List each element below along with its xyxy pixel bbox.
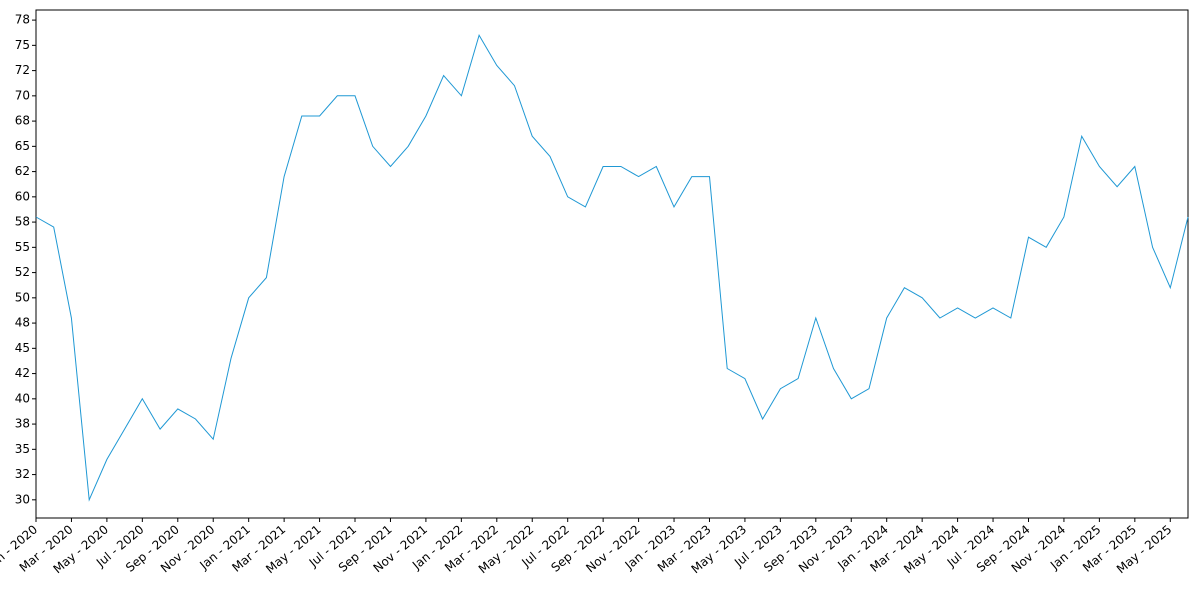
y-tick-label: 38 xyxy=(15,417,30,431)
line xyxy=(35,33,1189,502)
y-tick-label: 60 xyxy=(15,189,30,203)
y-tick-label: 65 xyxy=(15,139,30,153)
y-tick-label: 58 xyxy=(15,215,30,229)
y-tick-label: 72 xyxy=(15,63,30,77)
y-tick-label: 75 xyxy=(15,38,30,52)
y-tick-label: 42 xyxy=(15,366,30,380)
plot-frame xyxy=(35,9,1189,519)
y-tick-label: 48 xyxy=(15,316,30,330)
y-tick-label: 45 xyxy=(15,341,30,355)
y-tick-label: 32 xyxy=(15,467,30,481)
y-tick-label: 55 xyxy=(15,240,30,254)
y-tick-label: 62 xyxy=(15,164,30,178)
y-tick-label: 78 xyxy=(15,13,30,27)
y-tick-label: 70 xyxy=(15,88,30,102)
y-tick-label: 52 xyxy=(15,265,30,279)
y-tick-label: 50 xyxy=(15,290,30,304)
y-tick-label: 35 xyxy=(15,442,30,456)
y-tick-label: 40 xyxy=(15,391,30,405)
y-tick-label: 68 xyxy=(15,114,30,128)
y-tick-label: 30 xyxy=(15,492,30,506)
